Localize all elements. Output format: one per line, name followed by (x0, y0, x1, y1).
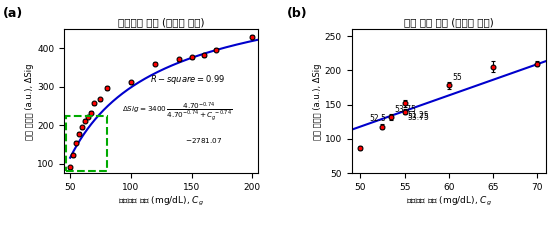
Title: 글루코스 반응 (흡광도 감소): 글루코스 반응 (흡광도 감소) (118, 17, 204, 27)
Text: $-2781.07$: $-2781.07$ (184, 136, 222, 145)
Text: $\Delta Sig=3400\,\dfrac{4.70^{-0.74}}{4.70^{-0.74}+C_g^{\,-0.74}}$: $\Delta Sig=3400\,\dfrac{4.70^{-0.74}}{4… (123, 101, 233, 124)
Title: 민감 측정 영역 (흡광도 감소): 민감 측정 영역 (흡광도 감소) (404, 17, 494, 27)
Text: (b): (b) (287, 7, 307, 20)
Text: $R-square=0.99$: $R-square=0.99$ (149, 73, 224, 86)
Text: 52.5: 52.5 (369, 114, 386, 123)
X-axis label: 글루코스 농도 (mg/dL), $C_g$: 글루코스 농도 (mg/dL), $C_g$ (405, 195, 492, 208)
Y-axis label: 신호 변화량 (a.u.), ΔSig: 신호 변화량 (a.u.), ΔSig (25, 63, 35, 140)
Text: (a): (a) (3, 7, 23, 20)
Text: 53.75: 53.75 (407, 113, 429, 122)
Bar (66, 116, 106, 171)
Text: 53.75: 53.75 (394, 105, 416, 114)
Text: 55: 55 (452, 73, 462, 82)
Y-axis label: 신호 변화량 (a.u.), ΔSig: 신호 변화량 (a.u.), ΔSig (313, 63, 322, 140)
Text: 51.25: 51.25 (407, 111, 429, 120)
X-axis label: 글루코스 농도 (mg/dL), $C_g$: 글루코스 농도 (mg/dL), $C_g$ (118, 195, 204, 208)
